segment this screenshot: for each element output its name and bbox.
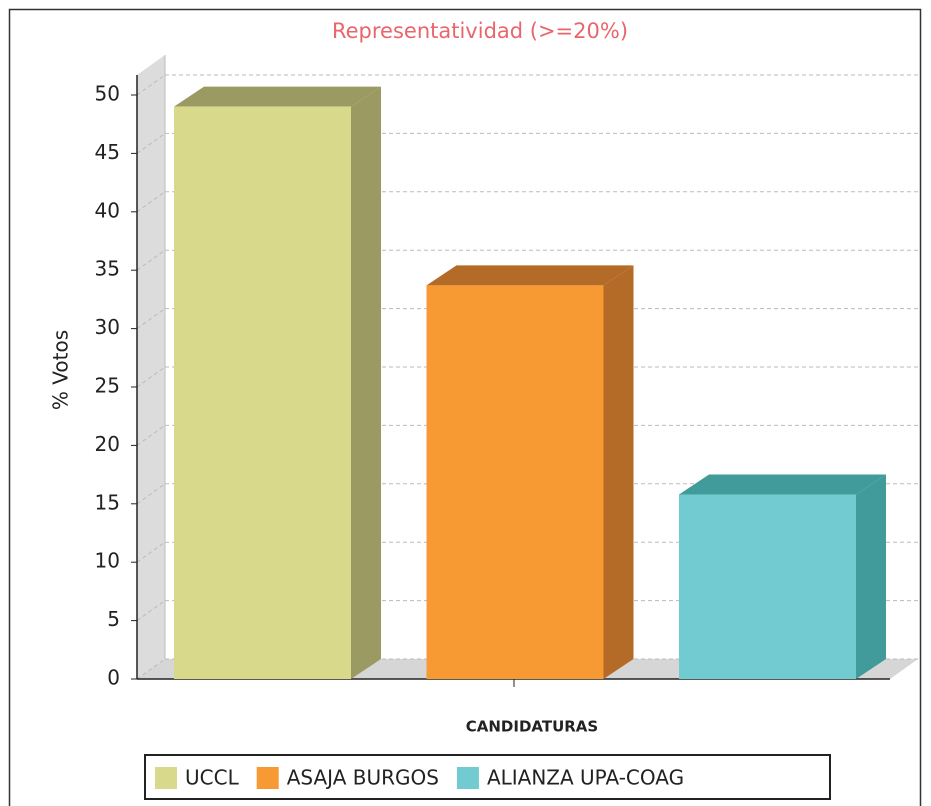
grid-line-wall [136,308,166,330]
y-axis-label: % Votos [49,330,73,410]
legend-label: UCCL [185,766,240,790]
legend-swatch [456,767,479,789]
y-tick-label: 5 [107,607,120,631]
y-tick-label: 45 [95,140,120,164]
y-tick-label: 30 [95,315,120,339]
y-tick-label: 0 [107,666,120,690]
grid-line-wall [136,600,166,622]
grid-line-wall [136,132,166,154]
back-wall-left [137,55,165,679]
bar-top [174,86,381,107]
grid-line-wall [136,249,166,271]
grid-line-wall [136,541,166,563]
y-tick-label: 40 [95,198,120,222]
legend-label: ASAJA BURGOS [287,766,439,790]
legend-swatch [155,767,177,789]
y-tick-label: 10 [95,549,120,573]
bar-side [603,265,634,679]
grid-line-wall [136,366,166,388]
legend-label: ALIANZA UPA-COAG [487,766,684,790]
y-tick-label: 50 [95,82,120,106]
bar [679,494,856,679]
bar-side [351,86,381,680]
grid-line-wall [136,658,166,680]
grid-line-wall [136,483,166,505]
legend-swatch [256,767,279,789]
y-tick-label: 20 [95,432,120,456]
bar [174,106,351,680]
bar-top [426,265,634,286]
y-tick-label: 15 [95,490,120,514]
chart-title: Representatividad (>=20%) [332,19,628,43]
y-tick-label: 25 [95,374,120,398]
grid-line-wall [136,74,166,96]
grid-line-wall [136,424,166,446]
x-axis-label: CANDIDATURAS [466,718,598,736]
bar-side [856,474,886,679]
bar-top [679,474,886,495]
y-tick-label: 35 [95,257,120,281]
grid-line-wall [136,191,166,213]
bar [426,285,604,679]
